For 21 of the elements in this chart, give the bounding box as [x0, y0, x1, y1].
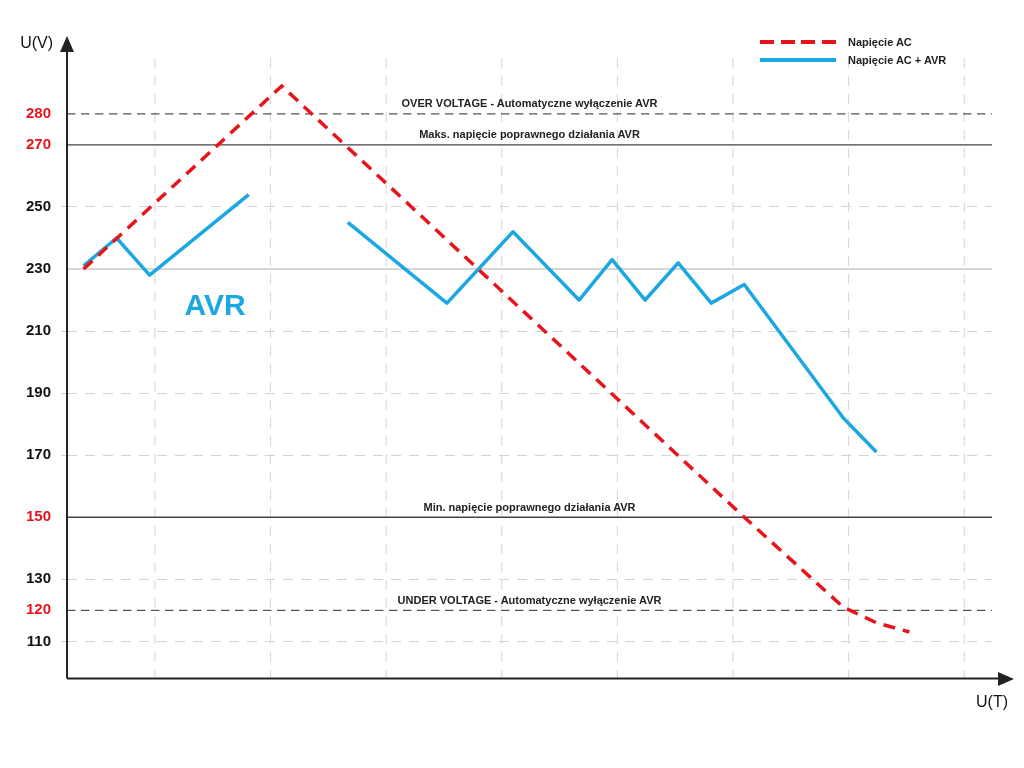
line-series: [81, 84, 912, 634]
x-axis-title: U(T): [976, 693, 1008, 711]
text: 120: [26, 600, 52, 618]
annotation: AVR: [184, 287, 246, 321]
ref-line-label: UNDER VOLTAGE - Automatyczne wyłączenie AVR: [397, 593, 662, 606]
ref-line-label: Maks. napięcie poprawnego działania AVR: [419, 128, 640, 141]
legend-label: Napięcie AC + AVR: [848, 54, 947, 66]
legend-label: Napięcie AC: [848, 36, 912, 48]
y-tick-label: 210: [26, 321, 52, 339]
text: 280: [26, 103, 52, 121]
y-tick-label: 230: [26, 259, 52, 277]
ref-line-label: OVER VOLTAGE - Automatyczne wyłączenie AVR: [401, 97, 658, 110]
y-tick-label: 250: [26, 197, 52, 215]
y-tick-label: 110: [26, 631, 52, 649]
text: 150: [26, 507, 52, 525]
ref-line-label: Min. napięcie poprawnego działania AVR: [423, 500, 636, 513]
y-axis-title: U(V): [20, 34, 54, 52]
text: 270: [26, 135, 52, 153]
y-tick-label: 170: [26, 445, 52, 463]
y-tick-label: 130: [26, 569, 52, 587]
y-tick-label: 190: [26, 383, 52, 401]
